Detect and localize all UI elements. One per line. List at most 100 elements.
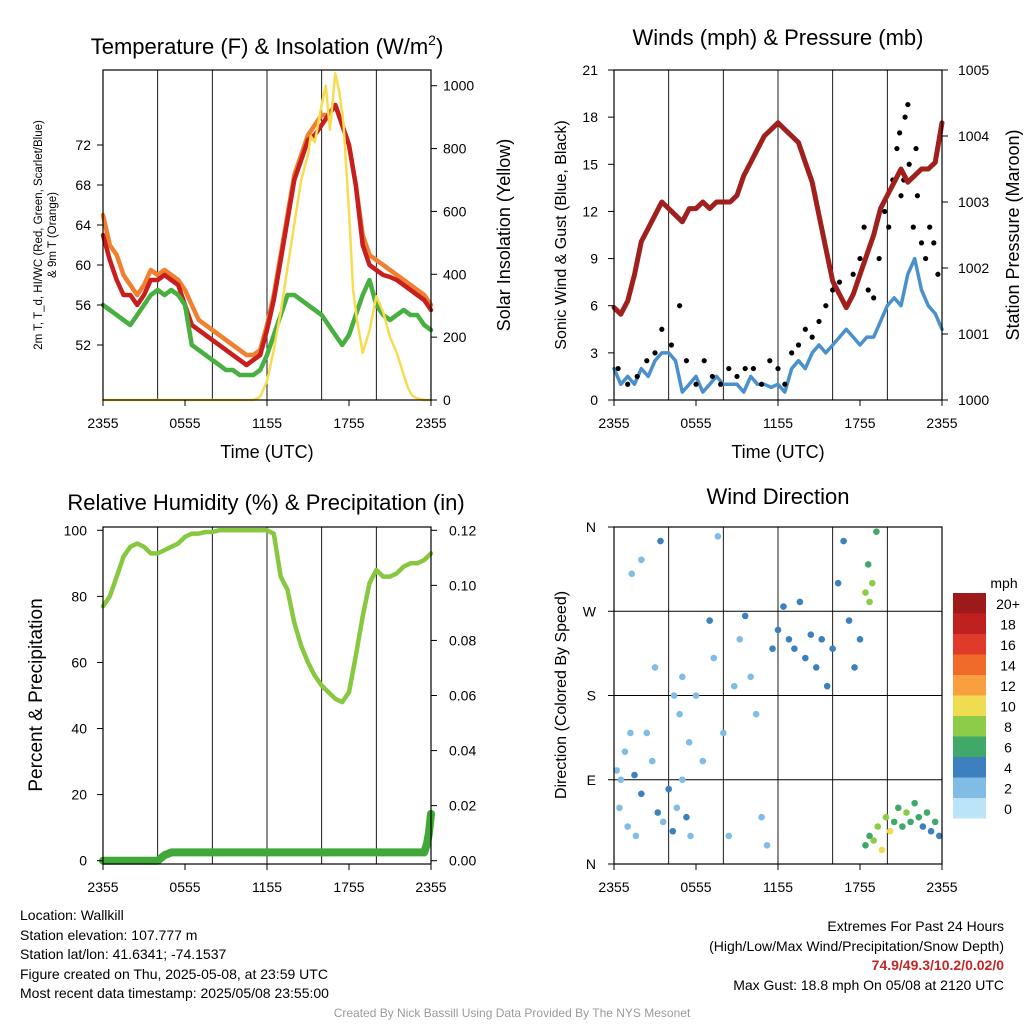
y-tick-label: 100 <box>64 522 88 538</box>
gust-point <box>914 193 921 199</box>
direction-point <box>874 823 882 830</box>
x-tick-label: 2355 <box>87 879 118 895</box>
elevation-text: Station elevation: 107.777 m <box>20 926 198 943</box>
legend-label: 4 <box>1004 760 1012 776</box>
extremes-values: 74.9/49.3/10.2/0.02/0 <box>871 957 1004 973</box>
y2-axis-label: Solar Insolation (Yellow) <box>494 139 514 331</box>
y2-tick-label: 0.00 <box>449 853 476 869</box>
gust-point <box>802 326 808 332</box>
gust-point <box>923 255 929 262</box>
y2-tick-label: 400 <box>443 266 467 282</box>
legend-label: 6 <box>1004 740 1012 756</box>
x-tick-label: 0555 <box>169 879 200 895</box>
direction-point <box>706 617 713 624</box>
gust-point <box>718 381 724 387</box>
direction-point <box>886 827 894 835</box>
direction-point <box>769 645 776 652</box>
y2-tick-label: 0 <box>443 392 451 408</box>
y-tick-label: 80 <box>71 588 87 604</box>
gust-point <box>789 350 795 356</box>
y2-tick-label: 0.12 <box>449 522 476 538</box>
gust-point <box>836 279 843 285</box>
gust-point <box>906 161 912 167</box>
legend-label: 14 <box>1000 658 1016 674</box>
x-tick-label: 0555 <box>680 415 711 431</box>
y-tick-label: 21 <box>582 62 598 78</box>
y-tick-label: 52 <box>75 337 91 353</box>
direction-point <box>638 556 645 564</box>
direction-point <box>935 832 943 840</box>
gust-point <box>935 271 941 277</box>
direction-point <box>823 682 831 690</box>
legend-swatch <box>953 716 986 737</box>
series-line <box>100 277 434 378</box>
direction-point <box>878 846 886 854</box>
x-tick-label: 1755 <box>844 879 875 895</box>
timestamp-text: Most recent data timestamp: 2025/05/08 2… <box>20 985 329 1001</box>
y-tick-label: 0 <box>79 853 87 869</box>
gust-point <box>918 240 925 246</box>
direction-point <box>654 809 662 816</box>
y-tick-label: 0 <box>590 392 598 408</box>
direction-point <box>631 771 638 779</box>
direction-point <box>834 579 842 587</box>
direction-point <box>651 664 659 671</box>
y2-tick-label: 1004 <box>958 128 989 144</box>
direction-point <box>752 710 760 718</box>
legend-label: 8 <box>1004 719 1012 735</box>
legend-label: 2 <box>1004 781 1012 797</box>
gust-point <box>913 145 919 152</box>
gust-point <box>693 381 699 387</box>
x-tick-label: 2355 <box>598 879 629 895</box>
direction-point <box>923 809 931 816</box>
y2-tick-label: 1005 <box>958 62 989 78</box>
x-tick-label: 2355 <box>87 415 118 431</box>
gust-point <box>902 114 908 120</box>
location-text: Location: Wallkill <box>20 907 124 923</box>
y2-tick-label: 600 <box>443 203 467 219</box>
direction-point <box>899 823 906 830</box>
gust-point <box>625 381 631 387</box>
x-tick-label: 0555 <box>680 879 711 895</box>
gust-point <box>871 295 877 301</box>
direction-point <box>919 823 927 830</box>
direction-point <box>669 827 677 835</box>
y2-tick-label: 1003 <box>958 194 989 210</box>
y-tick-label: 12 <box>582 203 598 219</box>
max-gust-text: Max Gust: 18.8 mph On 05/08 at 2120 UTC <box>733 976 1004 993</box>
direction-point <box>720 729 727 737</box>
direction-point <box>890 818 898 826</box>
direction-point <box>659 818 667 826</box>
direction-point <box>818 636 826 643</box>
direction-point <box>673 804 681 812</box>
direction-point <box>931 818 939 826</box>
x-tick-label: 2355 <box>415 879 446 895</box>
direction-point <box>927 827 935 835</box>
series-line <box>99 809 435 865</box>
x-tick-label: 1155 <box>252 415 282 431</box>
y-tick-label: S <box>587 688 596 704</box>
y-tick-label: N <box>586 856 596 872</box>
y2-tick-label: 0.10 <box>449 577 476 593</box>
direction-point <box>679 673 686 681</box>
direction-point <box>796 598 804 606</box>
legend-swatch <box>953 736 986 757</box>
direction-point <box>774 626 782 634</box>
direction-point <box>870 837 877 844</box>
y-tick-label: 40 <box>71 721 87 737</box>
direction-point <box>741 612 749 620</box>
y2-tick-label: 1001 <box>958 326 989 342</box>
humidity-chart: 0 20 40 60 80 100 0.00 0.02 0.04 0.06 0.08 0.10 0.12… <box>26 490 476 895</box>
y2-tick-label: 200 <box>443 329 467 345</box>
gust-point <box>910 224 916 230</box>
gust-point <box>927 224 933 230</box>
y2-tick-label: 0.04 <box>449 743 476 759</box>
direction-point <box>679 776 686 784</box>
y-axis-label: Direction (Colored By Speed) <box>553 591 570 799</box>
direction-point <box>714 533 722 540</box>
y2-axis-label: Station Pressure (Maroon) <box>1003 129 1023 340</box>
gust-point <box>634 373 640 380</box>
direction-point <box>785 636 793 643</box>
